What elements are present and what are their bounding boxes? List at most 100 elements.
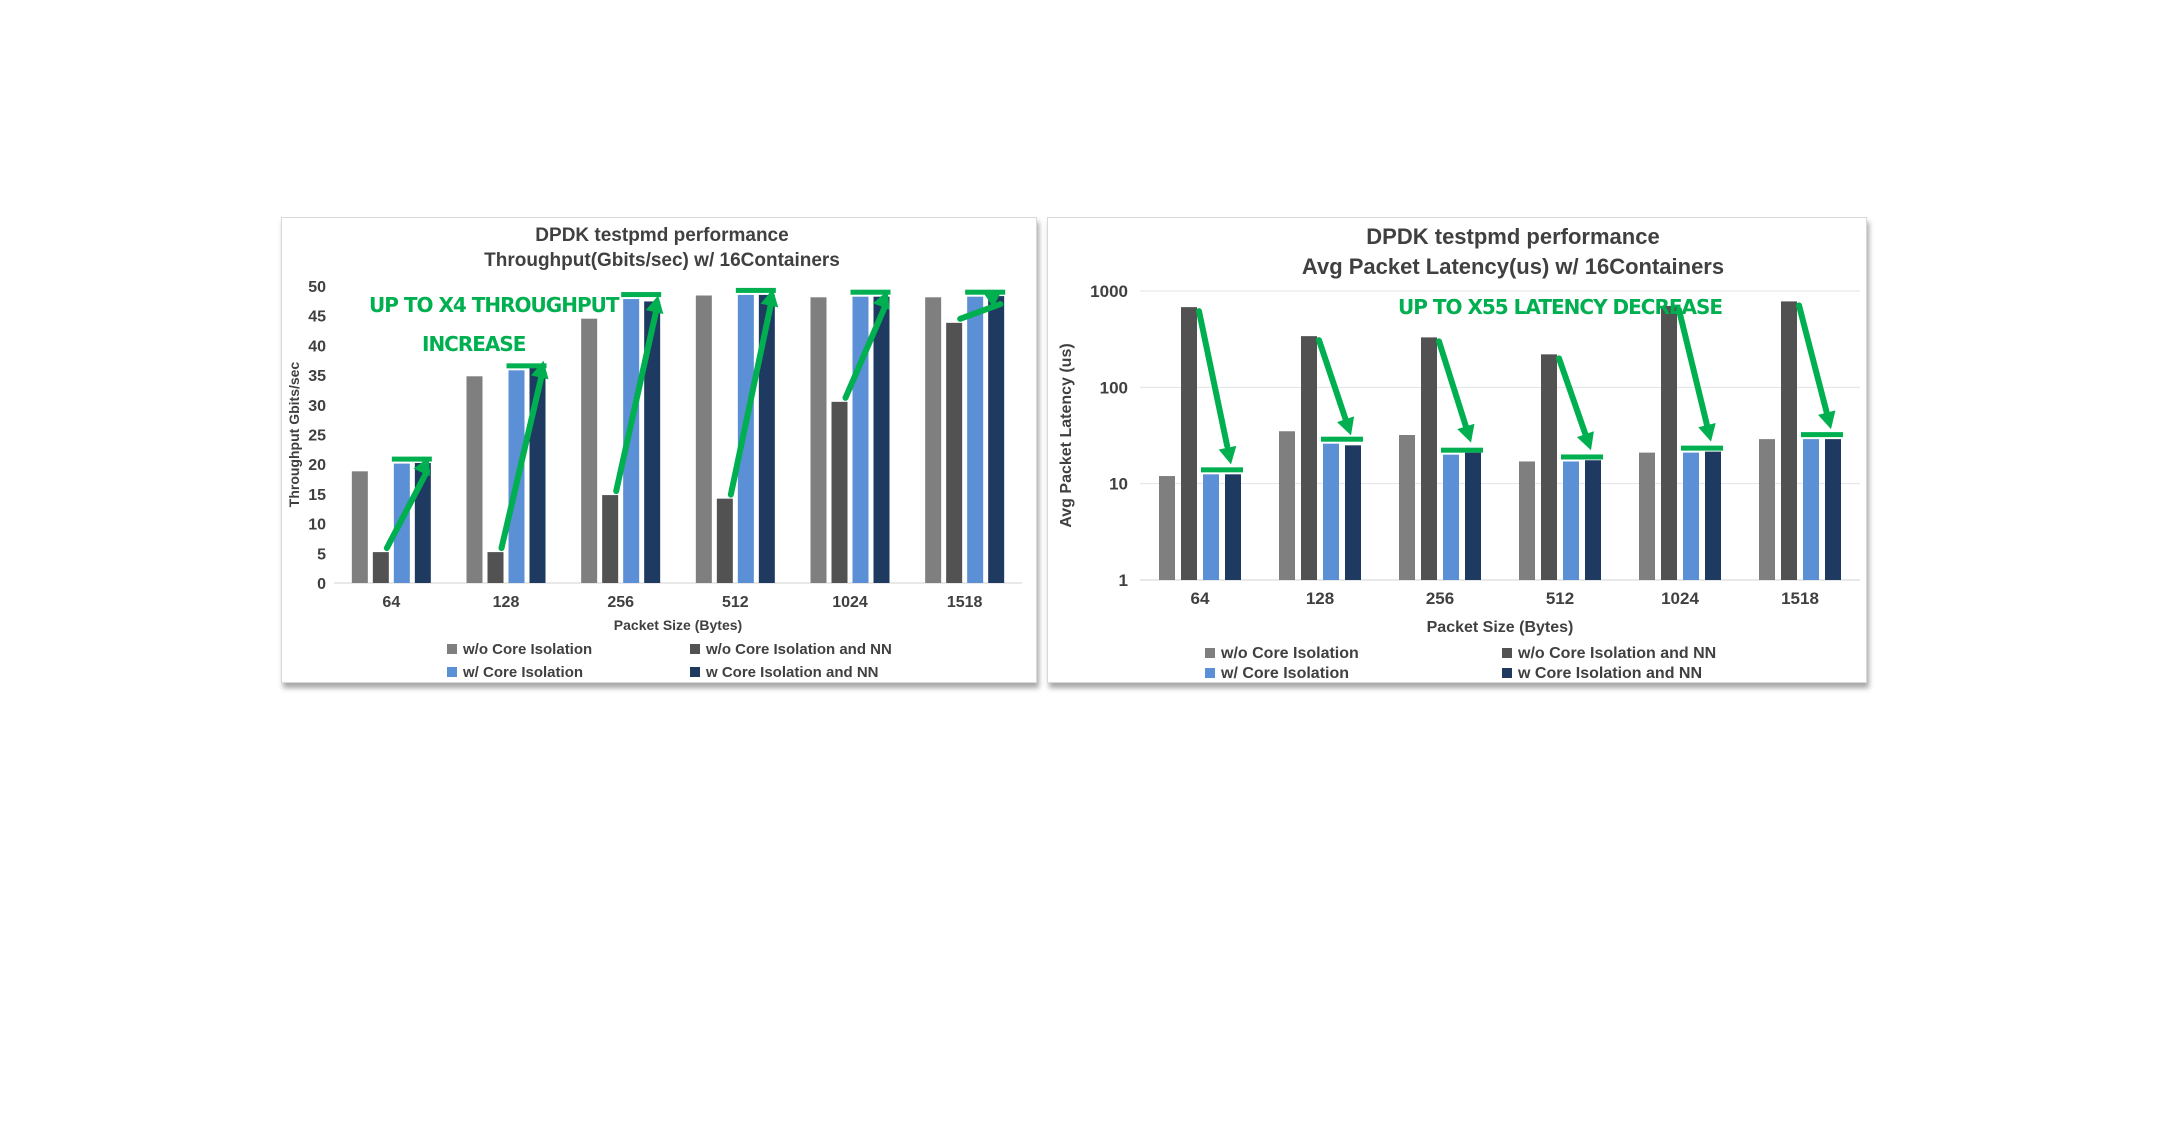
x-tick-label: 256 [607, 594, 634, 611]
target-marker [391, 456, 432, 462]
increase-arrow [613, 306, 660, 495]
bar-wo-core-nn [372, 552, 389, 583]
bar-wo-core [925, 297, 942, 583]
legend-label-w-core-nn: w Core Isolation and NN [1517, 665, 1702, 682]
bar-wo-core [1279, 431, 1295, 580]
y-axis-label: Avg Packet Latency (us) [1058, 343, 1075, 527]
decrease-arrow [1196, 308, 1231, 449]
target-marker [1321, 436, 1363, 442]
x-tick-label: 256 [1426, 589, 1454, 608]
decrease-arrow-head [1337, 416, 1355, 436]
increase-arrow [498, 371, 545, 552]
target-marker [965, 289, 1006, 295]
increase-arrow [842, 301, 889, 401]
target-marker [1441, 447, 1483, 453]
bar-w-core [623, 299, 640, 583]
y-tick-label: 25 [308, 428, 326, 445]
x-tick-label: 128 [1306, 589, 1334, 608]
bar-wo-core-nn [1301, 336, 1317, 580]
x-tick-label: 128 [493, 594, 520, 611]
bar-wo-core-nn [602, 495, 619, 583]
bar-wo-core [810, 297, 827, 583]
increase-arrow-head [872, 290, 890, 310]
chart-subtitle: Throughput(Gbits/sec) w/ 16Containers [484, 250, 840, 271]
bar-wo-core-nn [1541, 354, 1557, 580]
x-tick-label: 1024 [1661, 589, 1699, 608]
decrease-arrow [1796, 302, 1831, 418]
x-tick-label: 512 [1546, 589, 1574, 608]
bar-w-core [1803, 439, 1819, 580]
legend-swatch-wo-core [447, 644, 457, 654]
legend-swatch-w-core [447, 667, 457, 677]
target-marker [1801, 432, 1843, 438]
bar-wo-core-nn [1781, 301, 1797, 580]
bar-wo-core [351, 471, 368, 583]
chart-title: DPDK testpmd performance [1366, 224, 1659, 249]
bar-w-core [1563, 461, 1579, 580]
bar-wo-core-nn [946, 322, 963, 583]
latency-chart: DPDK testpmd performance Avg Packet Laten… [1058, 224, 1860, 682]
legend-label-w-core-nn: w Core Isolation and NN [705, 664, 879, 681]
x-tick-label: 64 [1191, 589, 1210, 608]
bar-w-core-nn [1585, 460, 1601, 580]
legend-swatch-w-core [1205, 668, 1215, 678]
bar-wo-core [1639, 452, 1655, 580]
bar-w-core [1203, 474, 1219, 580]
y-tick-label: 50 [308, 279, 326, 296]
decrease-arrow [1436, 338, 1471, 434]
bar-wo-core [1759, 439, 1775, 580]
bar-w-core [1443, 454, 1459, 580]
bar-wo-core [466, 376, 483, 583]
y-tick-label: 45 [308, 309, 326, 326]
bar-w-core [1683, 452, 1699, 580]
y-tick-label: 10 [308, 517, 326, 534]
increase-arrow-head [645, 295, 664, 314]
bar-w-core-nn [1225, 474, 1241, 580]
bar-w-core-nn [988, 296, 1005, 583]
bar-wo-core-nn [1421, 337, 1437, 580]
y-tick-label: 1 [1119, 571, 1128, 590]
bar-w-core [1323, 443, 1339, 580]
x-tick-label: 1518 [947, 594, 983, 611]
x-tick-label: 64 [382, 594, 400, 611]
target-marker [621, 292, 662, 298]
increase-arrow-head [413, 457, 430, 477]
decrease-arrow-head [1218, 445, 1237, 465]
bar-w-core-nn [873, 296, 890, 583]
throughput-chart: DPDK testpmd performance Throughput(Gbits… [286, 225, 1022, 681]
x-tick-label: 1518 [1781, 589, 1819, 608]
y-tick-label: 20 [308, 457, 326, 474]
bar-w-core-nn [644, 301, 661, 583]
legend-swatch-wo-core-nn [1502, 648, 1512, 658]
x-tick-label: 512 [722, 594, 749, 611]
legend-swatch-w-core-nn [690, 667, 700, 677]
chart-subtitle: Avg Packet Latency(us) w/ 16Containers [1302, 254, 1724, 279]
legend-label-wo-core-nn: w/o Core Isolation and NN [705, 641, 892, 658]
bar-wo-core-nn [1661, 305, 1677, 580]
target-marker [506, 363, 547, 369]
decrease-arrow-head [1576, 431, 1594, 451]
increase-arrow [383, 468, 431, 552]
legend-label-w-core: w/ Core Isolation [462, 664, 583, 681]
legend-label-wo-core-nn: w/o Core Isolation and NN [1517, 645, 1716, 662]
decrease-arrow [1676, 306, 1711, 429]
latency-chart-panel: DPDK testpmd performance Avg Packet Laten… [1047, 217, 1867, 683]
annotation-text: INCREASE [422, 332, 526, 356]
bar-wo-core-nn [1181, 307, 1197, 580]
x-axis-label: Packet Size (Bytes) [1427, 619, 1574, 636]
bar-wo-core [1159, 476, 1175, 580]
bar-wo-core [581, 318, 598, 583]
target-marker [1681, 445, 1723, 451]
legend-swatch-wo-core-nn [690, 644, 700, 654]
bar-w-core-nn [1705, 451, 1721, 580]
annotation-text: UP TO X4 THROUGHPUT [369, 293, 620, 317]
decrease-arrow-head [1818, 410, 1836, 430]
x-axis-label: Packet Size (Bytes) [614, 617, 742, 633]
increase-arrow [727, 299, 775, 498]
target-marker [1561, 454, 1603, 460]
target-marker [735, 287, 776, 293]
annotation-text: UP TO X55 LATENCY DECREASE [1398, 295, 1722, 319]
decrease-arrow [1556, 355, 1591, 443]
y-tick-label: 30 [308, 398, 326, 415]
bar-wo-core-nn [716, 498, 733, 583]
